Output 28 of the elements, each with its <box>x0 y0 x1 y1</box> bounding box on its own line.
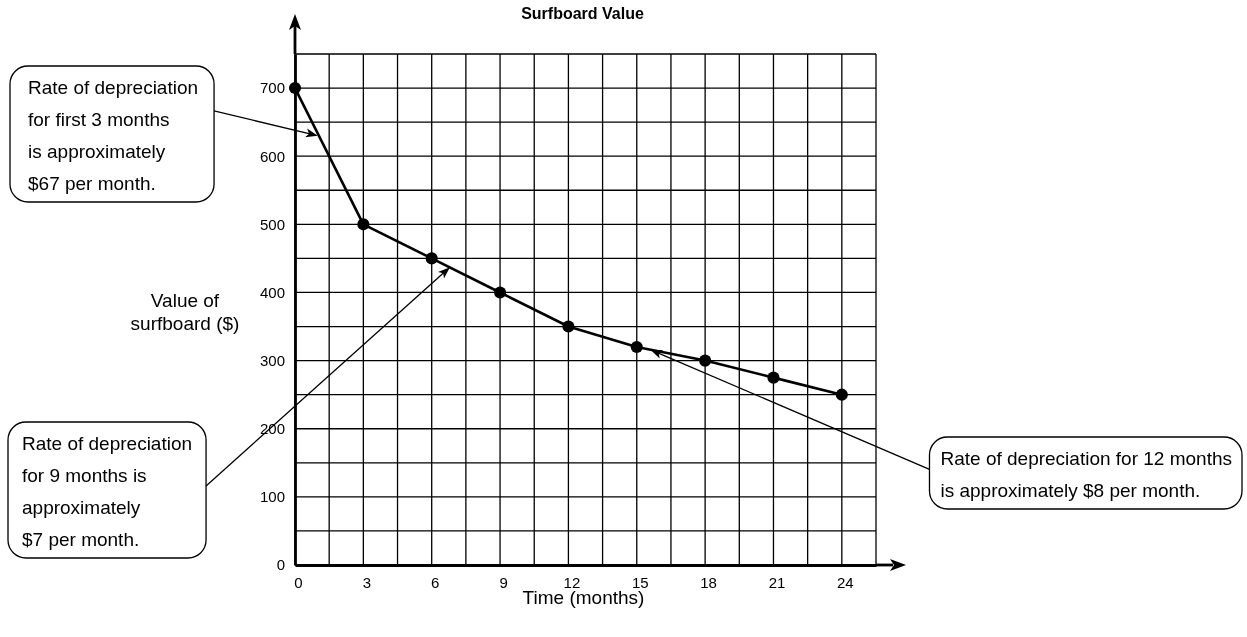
x-tick-label: 9 <box>499 573 508 591</box>
point <box>630 340 643 354</box>
point <box>699 354 712 367</box>
y-tick-label: 500 <box>259 215 285 233</box>
y-tick-label: 0 <box>276 556 285 574</box>
point <box>357 218 370 231</box>
point <box>562 320 575 333</box>
y-axis-title: Value of surfboard ($) <box>130 290 240 334</box>
point <box>835 388 848 401</box>
x-tick-label: 3 <box>362 573 372 591</box>
x-tick-label: 6 <box>431 573 440 591</box>
annotation: Rate of depreciation for 9 months is approximately $7 per month. <box>22 433 193 550</box>
y-tick-label: 100 <box>259 488 285 506</box>
y-tick-label: 400 <box>259 283 285 301</box>
point <box>767 371 780 384</box>
y-tick-label: 600 <box>259 147 285 165</box>
annotation: Rate of depreciation for first 3 months is approximately $67 per month. <box>28 77 199 194</box>
chart-title: Surfboard Value <box>521 5 644 22</box>
x-tick-label: 18 <box>700 573 717 591</box>
x-tick-label: 24 <box>836 573 854 591</box>
x-tick-label: 0 <box>294 573 303 591</box>
annotation: Rate of depreciation for 12 months is approximately $8 per month. <box>940 448 1232 501</box>
point <box>288 82 302 95</box>
point <box>425 252 438 265</box>
x-tick-label: 21 <box>768 573 786 591</box>
point <box>494 286 507 299</box>
y-tick-label: 300 <box>259 351 285 369</box>
y-tick-label: 700 <box>259 79 285 97</box>
